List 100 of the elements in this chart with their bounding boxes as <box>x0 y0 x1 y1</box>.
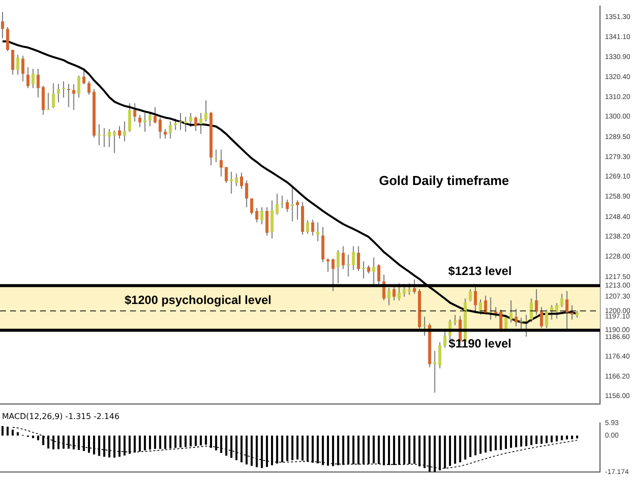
bar <box>98 436 100 456</box>
bar <box>368 436 370 464</box>
bar <box>418 436 421 466</box>
bar <box>535 436 538 444</box>
bar <box>296 436 298 460</box>
candlestick <box>412 278 416 294</box>
candlestick <box>72 84 76 111</box>
bar <box>118 436 121 457</box>
candlestick <box>199 112 202 134</box>
bar <box>291 436 294 460</box>
bar <box>271 436 274 466</box>
bar <box>469 436 472 457</box>
bar <box>454 436 456 464</box>
ref-line-label: $1190 level <box>448 336 512 351</box>
bar <box>342 436 344 465</box>
bar <box>378 436 380 464</box>
candlestick <box>133 102 136 122</box>
bar <box>113 436 116 458</box>
candlestick <box>286 199 289 212</box>
candlestick <box>332 258 335 292</box>
bar <box>108 436 110 458</box>
candlestick <box>296 200 299 220</box>
bar <box>32 436 34 438</box>
bar <box>194 436 197 446</box>
candlestick <box>26 66 30 89</box>
bar <box>281 436 284 462</box>
bar <box>326 436 329 466</box>
candlestick <box>1 12 4 39</box>
bar <box>78 436 80 450</box>
candlestick <box>138 114 142 128</box>
candlestick <box>220 149 223 178</box>
candlestick <box>214 149 218 163</box>
bar <box>556 436 558 442</box>
bar <box>174 436 176 448</box>
bar <box>276 436 278 464</box>
candlestick <box>36 68 40 98</box>
bar <box>144 436 146 450</box>
candlestick <box>42 85 45 116</box>
candlestick <box>11 49 14 76</box>
candlestick <box>46 92 50 111</box>
candlestick <box>570 304 574 320</box>
annotation: Gold Daily timeframe <box>378 172 510 188</box>
bar <box>474 436 476 456</box>
bar <box>124 436 126 456</box>
bar <box>154 436 156 449</box>
candlestick <box>154 106 157 124</box>
candlestick <box>454 314 457 326</box>
bar <box>250 436 253 466</box>
candlestick <box>16 54 20 76</box>
bar <box>408 436 410 464</box>
bar <box>47 436 50 449</box>
candlestick <box>408 282 411 296</box>
candlestick <box>336 250 340 284</box>
bar <box>72 436 75 450</box>
candlestick <box>168 120 172 140</box>
candlestick <box>362 260 366 279</box>
bar <box>362 436 365 464</box>
bar <box>128 436 131 454</box>
candlestick <box>77 75 80 98</box>
candlestick <box>164 128 167 140</box>
bar <box>37 436 40 440</box>
bar <box>382 436 385 466</box>
bar <box>148 436 152 450</box>
candlestick <box>534 288 538 316</box>
bar <box>316 436 319 464</box>
bar <box>337 436 340 466</box>
candlestick <box>52 82 55 109</box>
bar <box>179 436 182 448</box>
bar <box>184 436 187 448</box>
bar <box>134 436 136 453</box>
bar <box>500 436 502 450</box>
candlestick <box>398 282 401 301</box>
candlestick <box>346 254 350 278</box>
candlestick <box>234 173 238 187</box>
candlestick <box>224 166 228 184</box>
chart-title: MACD(12,26,9) -1.315 -2.146 <box>2 412 120 422</box>
bar <box>413 436 416 464</box>
candlestick <box>260 206 264 225</box>
candlestick <box>21 55 24 82</box>
candlestick <box>509 300 513 323</box>
candlestick <box>352 246 355 270</box>
candlestick <box>342 246 345 270</box>
bar <box>302 436 304 461</box>
candlestick <box>392 284 396 301</box>
candlestick <box>67 83 70 108</box>
bar <box>286 436 288 462</box>
bar <box>200 436 202 446</box>
candlestick <box>178 112 182 131</box>
bar <box>6 426 9 436</box>
bar <box>215 436 218 450</box>
candlestick <box>123 120 126 142</box>
bar <box>352 436 354 464</box>
bar <box>515 436 518 448</box>
candlestick <box>148 111 152 127</box>
bar <box>546 436 548 444</box>
candlestick <box>250 198 254 216</box>
bar <box>393 436 396 466</box>
candlestick <box>62 80 66 98</box>
bar <box>88 436 90 453</box>
candlestick <box>143 112 146 132</box>
